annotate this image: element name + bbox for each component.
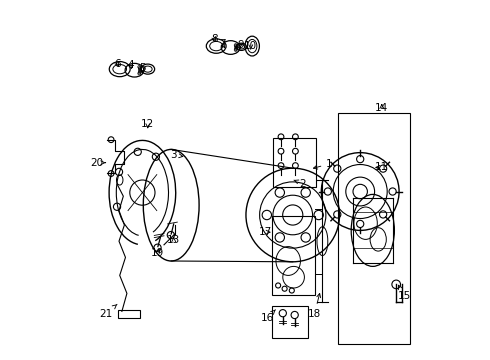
Bar [273, 138, 316, 187]
Bar [272, 216, 315, 295]
Text: 17: 17 [259, 227, 272, 237]
Text: 9: 9 [237, 40, 244, 50]
Text: 10: 10 [244, 41, 257, 51]
Text: 5: 5 [139, 63, 146, 73]
Text: 20: 20 [90, 158, 106, 168]
Text: 21: 21 [99, 304, 117, 319]
Text: 19: 19 [151, 248, 165, 258]
Text: 3: 3 [170, 150, 183, 160]
Text: 7: 7 [220, 39, 226, 49]
Bar [338, 113, 410, 344]
Text: 12: 12 [141, 119, 154, 129]
Text: 1: 1 [314, 159, 333, 169]
Text: 14: 14 [375, 103, 389, 113]
Text: 8: 8 [211, 34, 218, 44]
Text: 2: 2 [294, 179, 306, 189]
Bar [272, 306, 308, 338]
Text: 11: 11 [374, 162, 388, 172]
Text: 4: 4 [127, 60, 134, 70]
Text: 13: 13 [167, 235, 180, 246]
Text: 16: 16 [261, 310, 275, 323]
Text: 15: 15 [397, 285, 411, 301]
Text: 18: 18 [308, 293, 321, 319]
Bar [118, 310, 140, 318]
Text: 6: 6 [114, 59, 121, 69]
